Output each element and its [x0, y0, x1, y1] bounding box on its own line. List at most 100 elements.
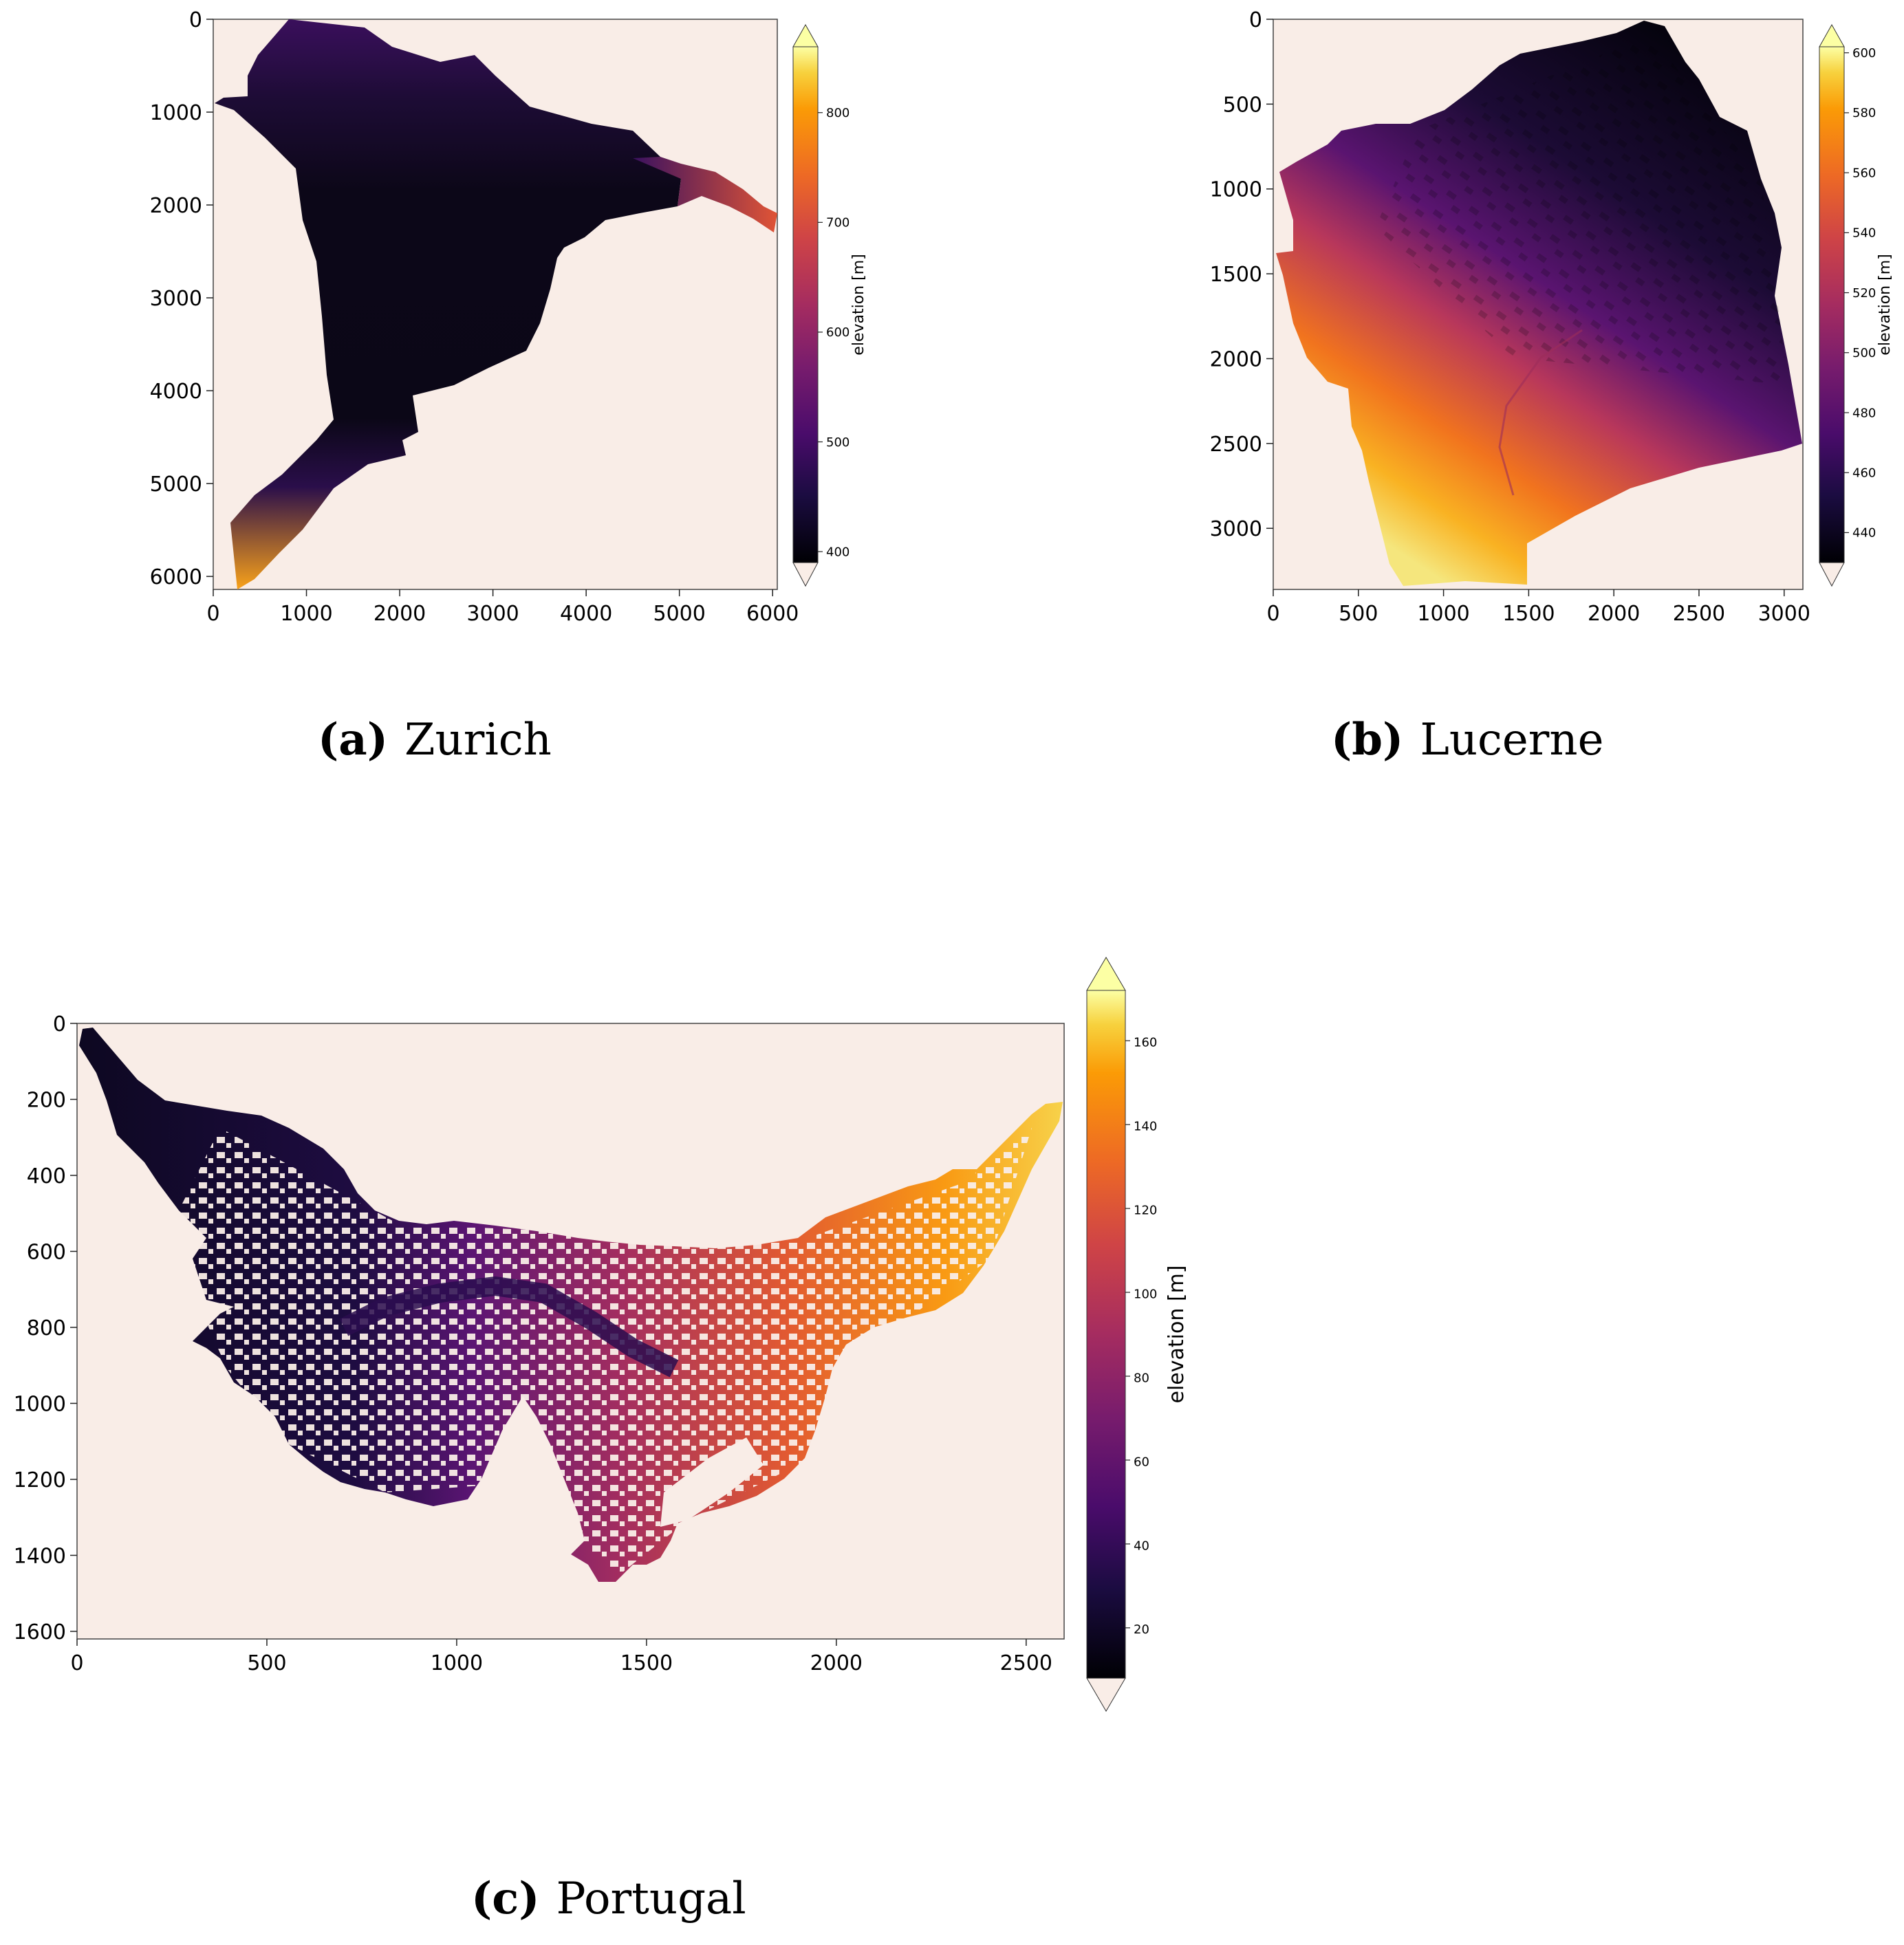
- colorbar-tick-label: 540: [1852, 226, 1876, 241]
- x-tick-label: 3000: [1758, 602, 1810, 626]
- panel-portugal: 0 500 1000 1500 2000 2500 0 200 400 600 800 1000 12…: [14, 957, 1189, 1712]
- colorbar-tick-label: 60: [1134, 1455, 1149, 1469]
- y-tick-label: 2500: [1210, 433, 1262, 457]
- colorbar-tick-label: 400: [826, 545, 850, 559]
- panel-zurich: 0 1000 2000 3000 4000 5000 6000 0 1000 2000 3000 4…: [150, 8, 867, 626]
- caption-letter-lucerne: (b): [1331, 714, 1404, 765]
- x-tick-label: 1000: [431, 1651, 483, 1675]
- caption-letter-portugal: (c): [471, 1873, 540, 1924]
- y-ticks-lucerne: 0 500 1000 1500 2000 2500 3000: [1210, 8, 1273, 541]
- x-tick-label: 2500: [1673, 602, 1725, 626]
- y-tick-label: 0: [189, 8, 202, 32]
- x-tick-label: 3000: [466, 602, 519, 626]
- x-tick-label: 500: [247, 1651, 286, 1675]
- x-tick-label: 0: [1266, 602, 1279, 626]
- y-tick-label: 5000: [150, 472, 202, 497]
- y-ticks-zurich: 0 1000 2000 3000 4000 5000 6000: [150, 8, 213, 589]
- colorbar-tick-label: 800: [826, 106, 850, 120]
- drainage-line-lucerne: [1498, 329, 1583, 496]
- colorbar-tick-label: 20: [1134, 1622, 1149, 1637]
- colorbar-portugal: 20 40 60 80 100 120 140 160 elevation [m]: [1086, 957, 1189, 1712]
- y-tick-label: 0: [53, 1012, 66, 1036]
- colorbar-tick-label: 560: [1852, 166, 1876, 180]
- x-tick-label: 2000: [810, 1651, 863, 1675]
- x-tick-label: 1500: [620, 1651, 673, 1675]
- colorbar-tick-label: 600: [1852, 46, 1876, 61]
- y-tick-label: 0: [1249, 8, 1262, 32]
- elevation-region-zurich: [215, 19, 681, 589]
- caption-name-portugal: Portugal: [556, 1873, 746, 1924]
- y-tick-label: 3000: [1210, 517, 1262, 541]
- colorbar-tick-label: 440: [1852, 526, 1876, 541]
- caption-portugal: (c) Portugal: [471, 1873, 746, 1924]
- y-tick-label: 1000: [150, 101, 202, 125]
- colorbar-body-lucerne: [1819, 46, 1845, 563]
- x-tick-label: 1000: [1417, 602, 1469, 626]
- colorbar-extend-max-zurich: [792, 23, 819, 47]
- elevation-tail-zurich: [633, 157, 777, 232]
- x-ticks-portugal: 0 500 1000 1500 2000 2500: [70, 1639, 1052, 1675]
- y-tick-label: 1600: [14, 1620, 66, 1644]
- colorbar-extend-min-zurich: [792, 562, 819, 587]
- colorbar-tick-label: 580: [1852, 106, 1876, 120]
- colorbar-extend-max-lucerne: [1819, 23, 1845, 47]
- y-tick-label: 1200: [14, 1468, 66, 1492]
- colorbar-extend-min-portugal: [1086, 1677, 1126, 1712]
- colorbar-tick-label: 120: [1134, 1203, 1157, 1217]
- colorbar-tick-label: 460: [1852, 466, 1876, 480]
- x-tick-label: 6000: [746, 602, 799, 626]
- colorbar-tick-label: 80: [1134, 1371, 1149, 1385]
- colorbar-tick-label: 40: [1134, 1539, 1149, 1553]
- colorbar-label-zurich: elevation [m]: [850, 254, 867, 355]
- colorbar-tick-label: 480: [1852, 406, 1876, 420]
- building-overlay-lucerne: [1376, 34, 1788, 385]
- caption-zurich: (a) Zurich: [318, 714, 552, 765]
- y-tick-label: 2000: [1210, 347, 1262, 371]
- colorbar-tick-label: 520: [1852, 286, 1876, 301]
- colorbar-tick-label: 140: [1134, 1120, 1157, 1134]
- colorbar-extend-min-lucerne: [1819, 562, 1845, 587]
- y-tick-label: 1000: [14, 1392, 66, 1416]
- y-tick-label: 4000: [150, 380, 202, 404]
- y-tick-label: 600: [27, 1240, 66, 1264]
- x-tick-label: 500: [1339, 602, 1378, 626]
- colorbar-label-lucerne: elevation [m]: [1876, 254, 1894, 355]
- y-tick-label: 400: [27, 1164, 66, 1188]
- colorbar-tick-label: 160: [1134, 1036, 1157, 1050]
- y-tick-label: 500: [1223, 93, 1262, 117]
- x-tick-label: 2000: [374, 602, 426, 626]
- colorbar-lucerne: 440 460 480 500 520 540 560 580 600 elevation [m…: [1819, 23, 1894, 587]
- colorbar-ticks-lucerne: 440 460 480 500 520 540 560 580 600: [1844, 46, 1876, 541]
- colorbar-ticks-portugal: 20 40 60 80 100 120 140 160: [1125, 1036, 1157, 1637]
- x-ticks-lucerne: 0 500 1000 1500 2000 2500 3000: [1266, 589, 1810, 626]
- colorbar-label-portugal: elevation [m]: [1165, 1265, 1189, 1403]
- y-tick-label: 200: [27, 1088, 66, 1112]
- x-tick-label: 4000: [560, 602, 612, 626]
- colorbar-tick-label: 100: [1134, 1287, 1157, 1301]
- panel-lucerne: 0 500 1000 1500 2000 2500 3000 0 500 1000 1500 200…: [1210, 8, 1894, 626]
- x-ticks-zurich: 0 1000 2000 3000 4000 5000 6000: [206, 589, 799, 626]
- colorbar-tick-label: 600: [826, 325, 850, 340]
- x-tick-label: 2500: [1000, 1651, 1052, 1675]
- caption-lucerne: (b) Lucerne: [1331, 714, 1603, 765]
- open-area-portugal: [660, 1437, 764, 1527]
- y-tick-label: 1500: [1210, 263, 1262, 287]
- colorbar-ticks-zurich: 400 500 600 700 800: [818, 106, 850, 559]
- colorbar-tick-label: 500: [826, 435, 850, 450]
- y-ticks-portugal: 0 200 400 600 800 1000 1200 1400 1600: [14, 1012, 77, 1644]
- caption-letter-zurich: (a): [318, 714, 389, 765]
- colorbar-zurich: 400 500 600 700 800 elevation [m]: [792, 23, 867, 587]
- y-tick-label: 1000: [1210, 178, 1262, 202]
- building-footprints-portugal: [179, 1128, 1032, 1575]
- river-portugal: [339, 1276, 679, 1378]
- colorbar-tick-label: 700: [826, 216, 850, 230]
- x-tick-label: 2000: [1588, 602, 1640, 626]
- y-tick-label: 2000: [150, 194, 202, 218]
- caption-name-zurich: Zurich: [404, 715, 552, 765]
- y-tick-label: 3000: [150, 287, 202, 311]
- x-tick-label: 5000: [653, 602, 706, 626]
- colorbar-tick-label: 500: [1852, 346, 1876, 360]
- x-tick-label: 0: [206, 602, 219, 626]
- colorbar-body-portugal: [1086, 990, 1126, 1679]
